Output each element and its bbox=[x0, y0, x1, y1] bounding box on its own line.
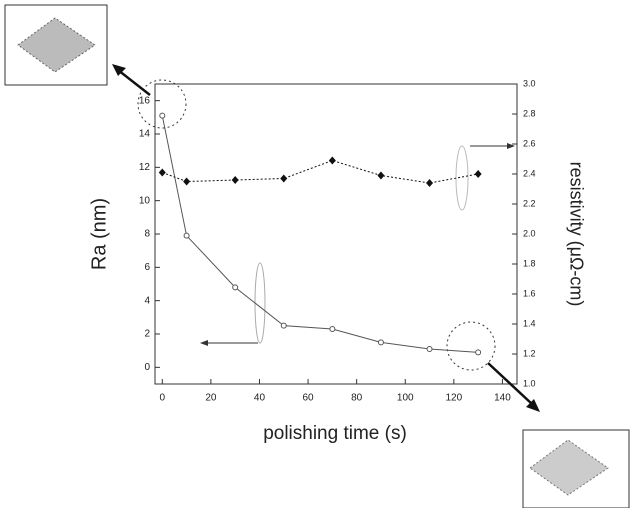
data-point bbox=[280, 322, 287, 329]
data-point bbox=[377, 339, 384, 346]
y2-tick-label: 2.8 bbox=[523, 108, 536, 118]
data-point bbox=[158, 168, 166, 177]
data-point bbox=[426, 179, 434, 187]
y2-tick-label: 1.4 bbox=[523, 318, 536, 328]
data-point bbox=[328, 156, 336, 165]
x-tick-label: 60 bbox=[302, 393, 314, 404]
data-point bbox=[426, 346, 433, 352]
data-point bbox=[475, 349, 482, 356]
x-tick-label: 20 bbox=[205, 393, 217, 404]
y-tick-label: 4 bbox=[144, 295, 150, 306]
x-tick-label: 140 bbox=[494, 393, 511, 404]
data-point bbox=[232, 284, 239, 291]
y-tick-label: 14 bbox=[139, 129, 151, 140]
arrow bbox=[487, 362, 533, 405]
plot-frame bbox=[154, 83, 518, 385]
y-tick-label: 0 bbox=[144, 362, 150, 373]
x-tick-label: 0 bbox=[160, 393, 166, 404]
x-tick-label: 80 bbox=[351, 393, 363, 404]
highlight-circle bbox=[446, 321, 496, 371]
data-point bbox=[377, 171, 385, 180]
data-point bbox=[474, 170, 482, 178]
y2-tick-label: 2.6 bbox=[523, 138, 536, 148]
y-tick-label: 2 bbox=[144, 329, 150, 340]
arrowhead bbox=[200, 340, 208, 346]
y2-tick-label: 2.2 bbox=[523, 198, 536, 208]
inset-sample bbox=[529, 439, 609, 496]
y2-tick-label: 1.6 bbox=[523, 288, 536, 298]
arrowhead bbox=[112, 64, 126, 76]
data-point bbox=[183, 177, 191, 186]
data-point bbox=[280, 174, 288, 183]
y-tick-label: 6 bbox=[144, 262, 150, 273]
data-point bbox=[231, 176, 239, 184]
y-tick-label: 12 bbox=[139, 162, 151, 173]
series-line bbox=[161, 115, 479, 353]
arrow bbox=[117, 69, 151, 96]
highlight-circle bbox=[137, 79, 187, 129]
x-axis-label: polishing time (s) bbox=[263, 423, 407, 444]
y-tick-label: 10 bbox=[139, 195, 151, 206]
x-tick-label: 40 bbox=[254, 393, 266, 404]
x-tick-label: 120 bbox=[445, 393, 462, 404]
series-marker-ellipse bbox=[254, 262, 266, 344]
y-axis-label: Ra (nm) bbox=[88, 198, 110, 270]
x-tick-label: 100 bbox=[397, 393, 414, 404]
arrowhead bbox=[526, 399, 540, 412]
y-tick-label: 16 bbox=[139, 95, 151, 106]
data-point bbox=[183, 232, 190, 239]
y2-tick-label: 2.4 bbox=[523, 168, 536, 178]
y-tick-label: 8 bbox=[144, 229, 150, 240]
arrowhead bbox=[507, 143, 515, 149]
y2-tick-label: 3.0 bbox=[523, 78, 536, 88]
y2-tick-label: 2.0 bbox=[523, 228, 536, 238]
series-line bbox=[162, 159, 479, 184]
y2-tick-label: 1.8 bbox=[523, 258, 536, 268]
data-point bbox=[329, 326, 336, 332]
inset-sample bbox=[17, 17, 96, 73]
data-point bbox=[159, 112, 166, 119]
y2-tick-label: 1.2 bbox=[523, 348, 536, 358]
series-marker-ellipse bbox=[455, 145, 469, 211]
y2-tick-label: 1.0 bbox=[523, 378, 536, 388]
y2-axis-label: resistivity (μΩ-cm) bbox=[566, 162, 586, 307]
insets bbox=[4, 4, 630, 509]
